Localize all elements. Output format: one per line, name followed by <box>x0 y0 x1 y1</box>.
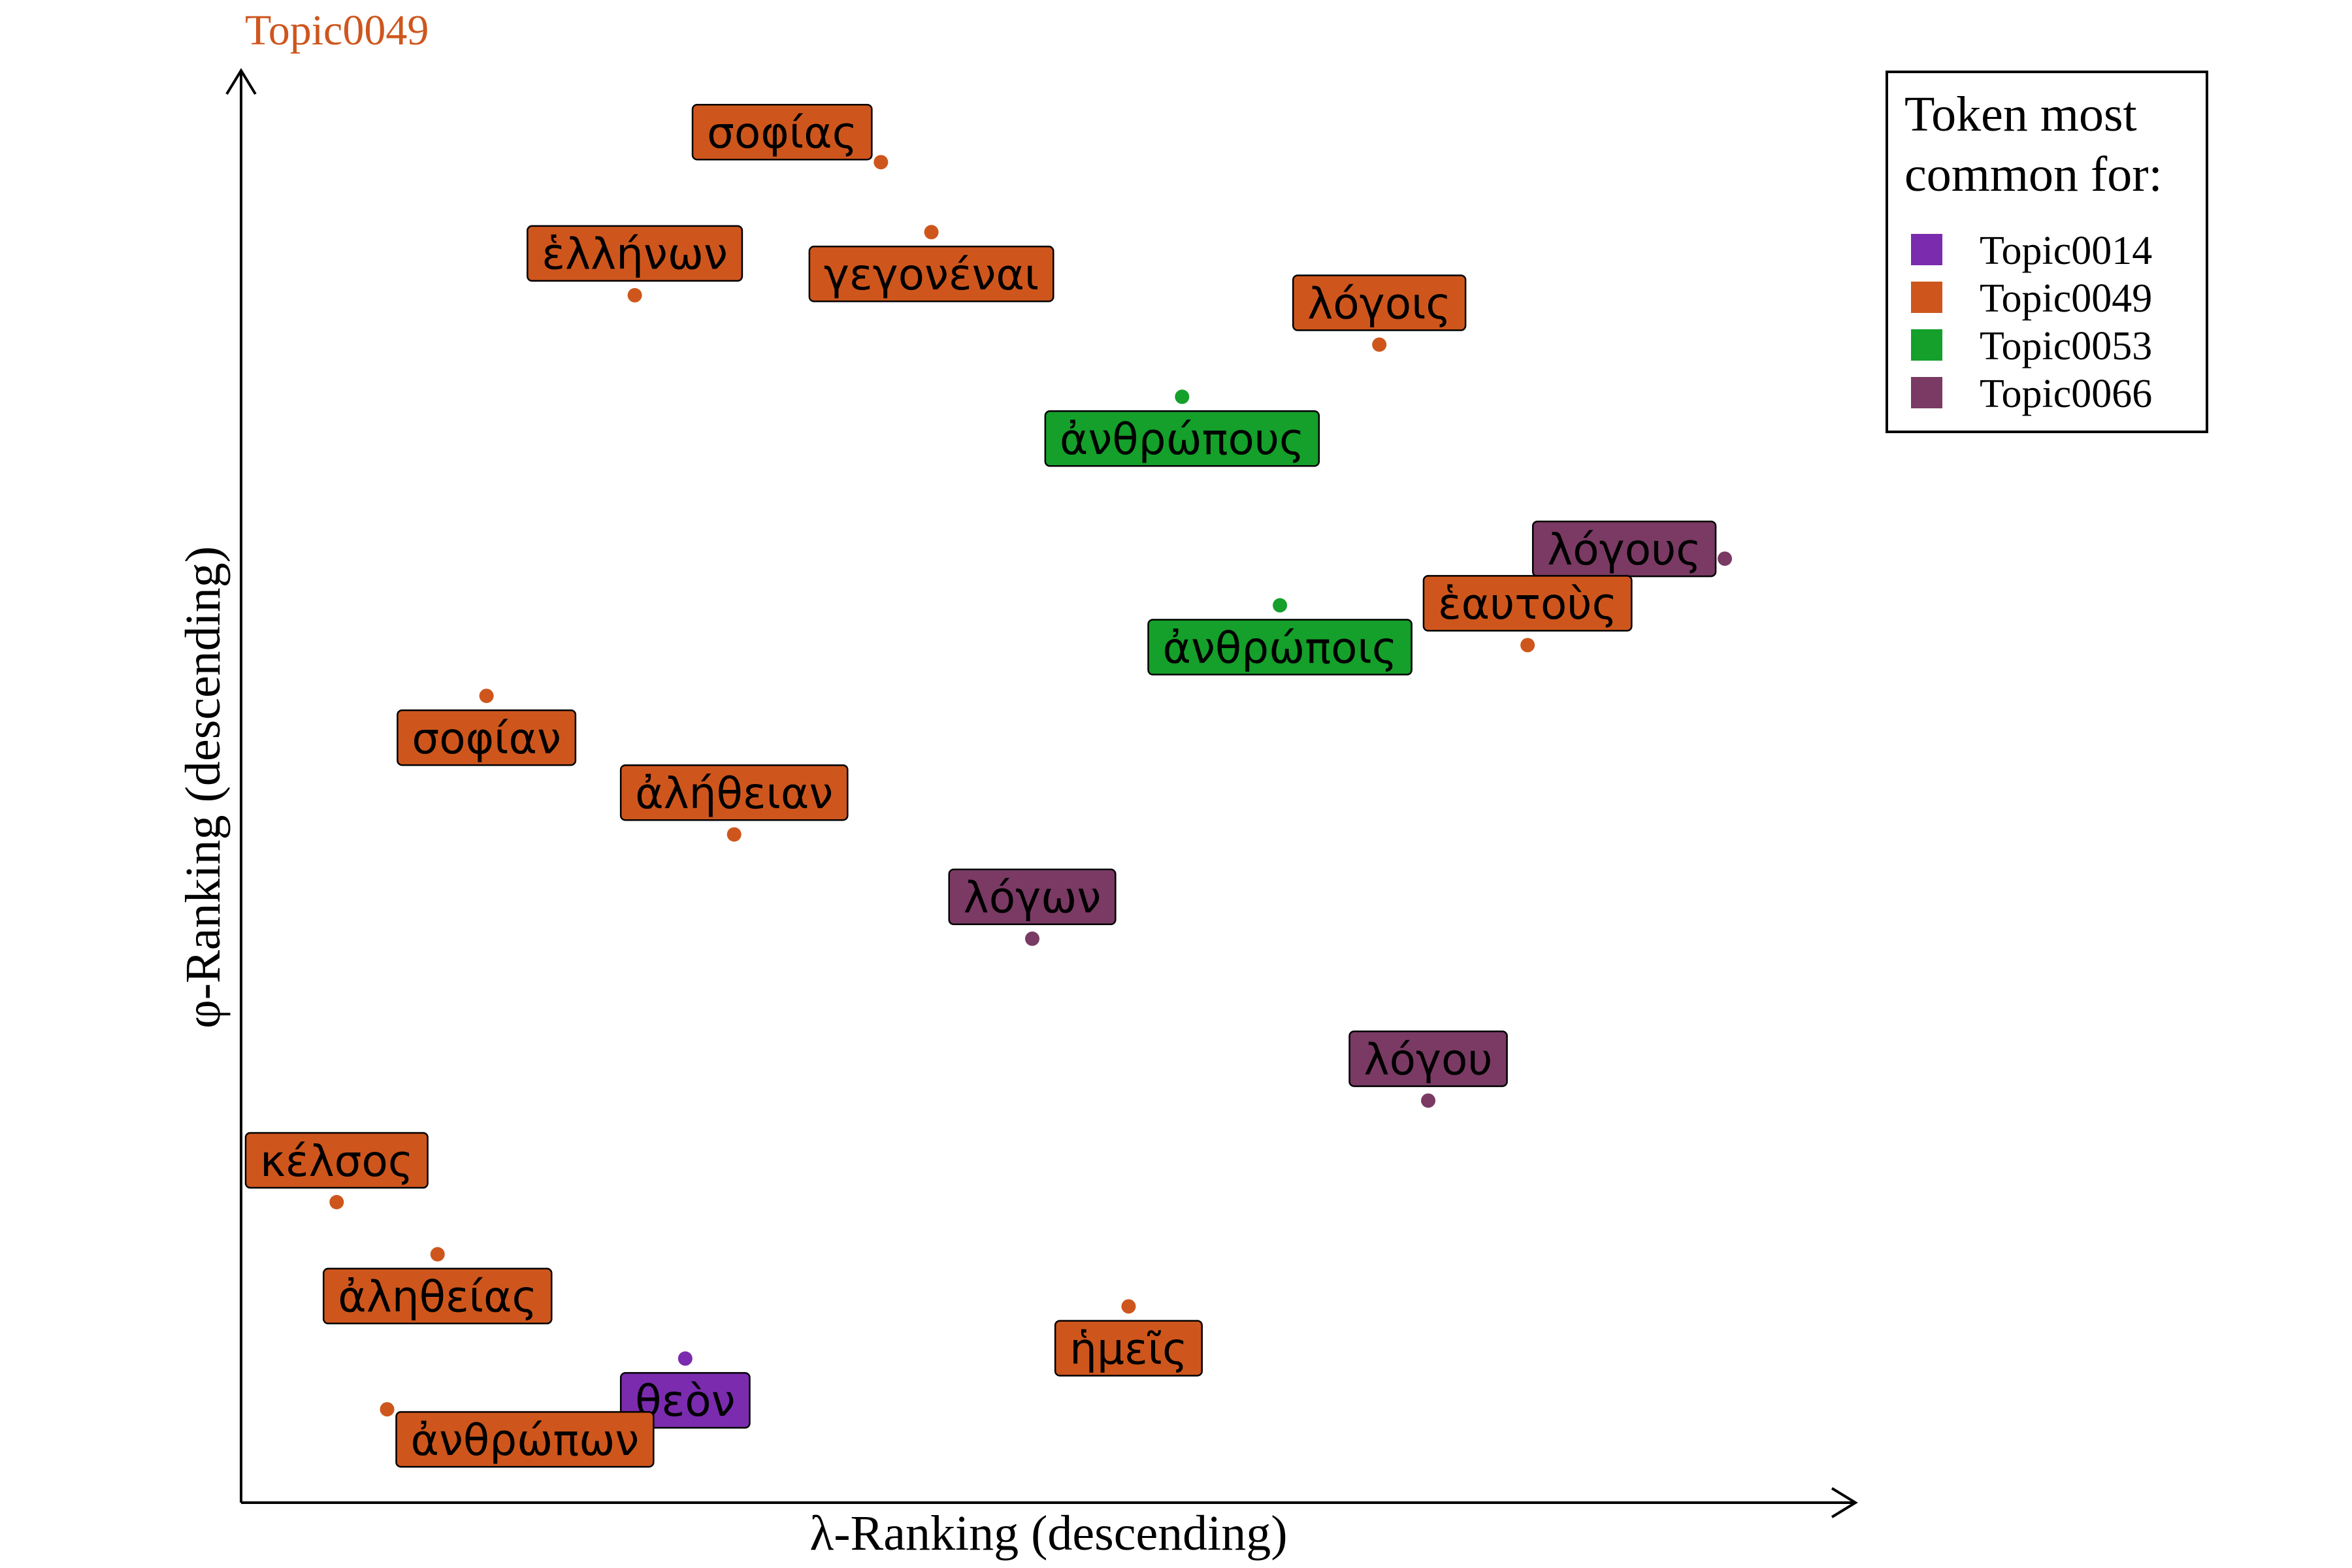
point-label: ἀνθρώπων <box>411 1415 640 1465</box>
point-label: σοφίας <box>707 108 857 158</box>
point-label-box <box>1147 619 1413 676</box>
point-label-box <box>1044 410 1320 467</box>
point-label-box <box>691 103 873 161</box>
legend-title-line-1: Token most <box>1904 87 2137 142</box>
point-label: λόγου <box>1364 1034 1493 1085</box>
legend-swatch <box>1911 282 1942 313</box>
point-label: λόγοις <box>1307 278 1451 329</box>
point-label: ἑαυτοὺς <box>1438 579 1617 629</box>
legend-label: Topic0049 <box>1980 276 2152 321</box>
point-marker <box>874 155 889 170</box>
point-marker <box>1718 551 1733 566</box>
x-axis-arrow <box>1831 1487 1858 1518</box>
point-marker <box>1520 638 1535 653</box>
data-point-8: ἑαυτοὺς <box>1422 575 1633 653</box>
data-point-4: λόγοις <box>1292 274 1467 352</box>
point-marker <box>1121 1299 1136 1314</box>
point-label: ἀληθείας <box>338 1272 537 1322</box>
point-label-box <box>322 1267 553 1325</box>
point-label-box <box>948 868 1117 926</box>
chart-title: Topic0049 <box>245 7 429 54</box>
point-label-box <box>1348 1030 1508 1087</box>
legend-entry-topic0066: Topic0066 <box>1911 372 2152 416</box>
data-point-11: λόγων <box>948 868 1117 946</box>
point-label: λόγων <box>964 873 1102 923</box>
data-point-15: ἡμεῖς <box>1054 1299 1203 1377</box>
point-label-box <box>619 764 849 821</box>
data-point-9: σοφίαν <box>397 689 577 766</box>
data-point-1: σοφίας <box>691 103 889 170</box>
point-marker <box>430 1247 445 1262</box>
legend-swatch <box>1911 329 1942 361</box>
legend-swatch <box>1911 377 1942 408</box>
point-label-box <box>1292 274 1467 331</box>
legend-label: Topic0014 <box>1980 229 2152 273</box>
y-axis-label: φ-Ranking (descending) <box>176 546 231 1028</box>
point-label: λόγους <box>1547 525 1701 575</box>
legend-entry-topic0014: Topic0014 <box>1911 229 2152 273</box>
point-label: γεγονέναι <box>824 250 1039 300</box>
legend-entry-topic0049: Topic0049 <box>1911 276 2152 321</box>
point-label-box <box>395 1411 655 1468</box>
point-label: σοφίαν <box>412 713 561 764</box>
data-point-3: ἑλλήνων <box>527 225 743 302</box>
data-point-16: θεὸν <box>619 1351 751 1429</box>
x-axis-label: λ-Ranking (descending) <box>809 1506 1287 1561</box>
data-point-7: ἀνθρώποις <box>1147 598 1413 676</box>
data-point-2: γεγονέναι <box>808 225 1054 302</box>
point-marker <box>924 225 939 240</box>
y-axis-arrow <box>225 68 257 95</box>
point-label: ἀλήθειαν <box>635 768 833 819</box>
legend-label: Topic0053 <box>1980 324 2152 368</box>
point-label: ἀνθρώποις <box>1163 623 1397 673</box>
data-point-10: ἀλήθειαν <box>619 764 849 842</box>
legend: Token most common for: Topic0014Topic004… <box>1886 71 2208 433</box>
point-marker <box>1273 598 1288 613</box>
point-label: ἀνθρώπους <box>1060 414 1305 465</box>
point-label: κέλσος <box>260 1136 414 1186</box>
data-point-5: ἀνθρώπους <box>1044 389 1320 467</box>
point-marker <box>727 827 742 842</box>
data-point-13: κέλσος <box>244 1132 429 1209</box>
point-marker <box>380 1402 395 1417</box>
point-label-box <box>1054 1320 1203 1377</box>
legend-swatch <box>1911 234 1942 265</box>
point-label-box <box>244 1132 429 1189</box>
data-point-14: ἀληθείας <box>322 1247 553 1325</box>
point-marker <box>1175 389 1190 404</box>
data-point-12: λόγου <box>1348 1030 1508 1108</box>
legend-title-line-2: common for: <box>1904 147 2163 202</box>
point-marker <box>627 287 642 302</box>
data-point-17: ἀνθρώπων <box>380 1402 655 1468</box>
legend-label: Topic0066 <box>1980 372 2152 416</box>
point-label-box <box>527 225 743 282</box>
point-marker <box>479 689 494 704</box>
legend-entry-topic0053: Topic0053 <box>1911 324 2152 368</box>
point-label-box <box>808 246 1054 302</box>
point-marker <box>678 1351 693 1366</box>
point-marker <box>329 1195 344 1209</box>
point-label-box <box>1422 575 1633 632</box>
point-marker <box>1025 931 1039 946</box>
data-point-6: λόγους <box>1531 520 1733 578</box>
axes <box>225 68 1858 1518</box>
point-label: ἑλλήνων <box>542 229 728 280</box>
point-marker <box>1421 1093 1436 1108</box>
point-label-box <box>397 709 577 766</box>
point-label: ἡμεῖς <box>1070 1324 1188 1374</box>
data-marks: σοφίας γεγονέναι ἑλλήνων λόγοις ἀνθρώπους λόγ… <box>244 103 1733 1468</box>
point-marker <box>1372 337 1387 352</box>
